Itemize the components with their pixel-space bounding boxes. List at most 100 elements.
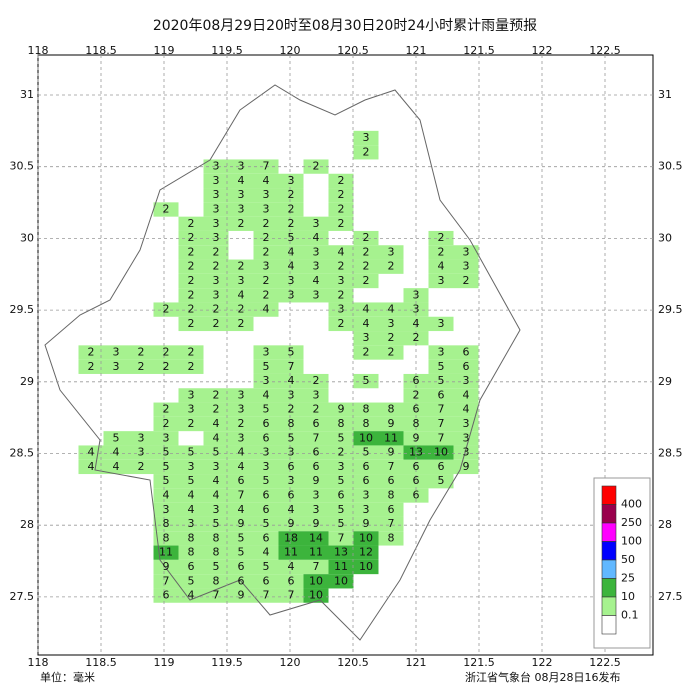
- rain-value: 5: [438, 474, 445, 487]
- rain-cell: [428, 474, 454, 489]
- rain-value: 4: [188, 503, 195, 516]
- rain-cell: [203, 173, 229, 189]
- rain-cell: [353, 545, 379, 560]
- rain-cell: [253, 445, 279, 460]
- rain-value: 2: [263, 274, 270, 287]
- rain-cell: [353, 502, 379, 517]
- rain-value: 3: [238, 431, 245, 444]
- rain-value: 4: [388, 303, 395, 316]
- rain-cell: [353, 474, 379, 489]
- rain-value: 8: [363, 403, 370, 416]
- rain-cell: [153, 431, 179, 446]
- rain-value: 4: [238, 288, 245, 301]
- rain-cell: [353, 559, 379, 575]
- lat-tick-label: 29: [658, 375, 672, 388]
- rain-value: 2: [238, 303, 245, 316]
- rain-cell: [303, 402, 329, 417]
- rain-value: 7: [388, 517, 395, 530]
- rain-cell: [428, 359, 454, 374]
- rain-value: 4: [213, 489, 220, 502]
- lat-tick-label: 29.5: [658, 303, 683, 316]
- rain-value: 4: [263, 174, 270, 187]
- lon-tick-label: 120: [280, 656, 301, 669]
- issuer-label: 浙江省气象台 08月28日16发布: [465, 670, 621, 684]
- rain-value: 3: [138, 446, 145, 459]
- rain-value: 7: [338, 531, 345, 544]
- rain-value: 3: [338, 303, 345, 316]
- rain-value: 9: [288, 517, 295, 530]
- lon-tick-label: 119: [154, 44, 175, 57]
- legend-swatch: [601, 615, 617, 635]
- map-title: 2020年08月29日20时至08月30日20时24小时累计雨量预报: [153, 18, 537, 34]
- lat-tick-label: 31: [20, 88, 34, 101]
- rain-cell: [228, 545, 254, 560]
- rain-cell: [203, 188, 229, 203]
- rain-cell: [178, 316, 204, 332]
- lon-tick-label: 121: [406, 656, 427, 669]
- rain-cell: [428, 416, 454, 432]
- rain-cell: [328, 445, 354, 460]
- rain-cell: [203, 316, 229, 332]
- rain-cell: [453, 445, 479, 460]
- legend-swatch: [601, 596, 617, 616]
- rain-value: 3: [188, 460, 195, 473]
- rain-value: 18: [284, 531, 298, 544]
- lon-tick-label: 119.5: [211, 656, 243, 669]
- rain-value: 10: [359, 531, 373, 544]
- rain-cell: [228, 588, 254, 603]
- lat-tick-label: 28.5: [658, 447, 683, 460]
- rain-value: 7: [288, 360, 295, 373]
- rain-value: 4: [338, 245, 345, 258]
- rain-cell: [178, 245, 204, 260]
- rain-value: 8: [388, 489, 395, 502]
- rain-value: 5: [263, 517, 270, 530]
- rain-value: 3: [263, 203, 270, 216]
- rain-cell: [203, 474, 229, 489]
- rain-value: 4: [163, 489, 170, 502]
- rain-cell: [303, 416, 329, 432]
- rain-cell: [253, 288, 279, 303]
- rain-cell: [128, 459, 154, 475]
- rain-cell: [303, 216, 329, 231]
- rain-cell: [228, 531, 254, 546]
- rain-value: 10: [359, 560, 373, 573]
- rain-value: 5: [188, 446, 195, 459]
- rain-cell: [328, 402, 354, 417]
- rain-value: 11: [159, 546, 173, 559]
- rain-cell: [178, 302, 204, 317]
- rain-cell: [253, 259, 279, 274]
- rain-cell: [378, 416, 404, 432]
- rain-value: 8: [188, 531, 195, 544]
- rain-value: 3: [138, 431, 145, 444]
- rain-cell: [228, 216, 254, 231]
- rain-value: 5: [213, 560, 220, 573]
- lat-tick-label: 28.5: [10, 447, 35, 460]
- rain-value: 6: [238, 474, 245, 487]
- rain-cell: [178, 474, 204, 489]
- rain-cell: [228, 388, 254, 403]
- legend-swatch: [601, 559, 617, 579]
- rain-value: 4: [288, 260, 295, 273]
- rain-value: 2: [263, 217, 270, 230]
- rain-cell: [228, 445, 254, 460]
- rain-value: 10: [309, 589, 323, 602]
- legend-swatch: [601, 578, 617, 598]
- rain-cell: [203, 545, 229, 560]
- rain-value: 9: [388, 446, 395, 459]
- rain-cell: [153, 574, 179, 589]
- rain-cell: [328, 288, 354, 303]
- rain-value: 9: [238, 517, 245, 530]
- rain-value: 5: [438, 360, 445, 373]
- rain-cell: [353, 245, 379, 260]
- rain-cell: [253, 216, 279, 231]
- rain-value: 3: [288, 474, 295, 487]
- rain-value: 13: [334, 546, 348, 559]
- rain-value: 2: [238, 260, 245, 273]
- rain-value: 5: [338, 431, 345, 444]
- rain-cell: [228, 173, 254, 189]
- rain-cell: [203, 502, 229, 517]
- rain-value: 6: [263, 574, 270, 587]
- rain-cell: [178, 259, 204, 274]
- legend-swatch: [601, 485, 617, 505]
- rain-cell: [203, 259, 229, 274]
